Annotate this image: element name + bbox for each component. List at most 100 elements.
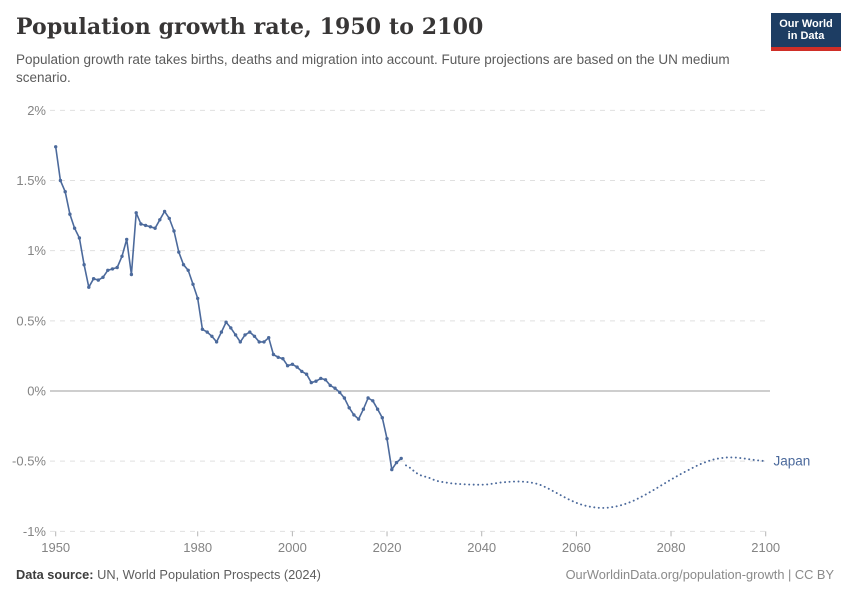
data-point-marker xyxy=(125,237,129,242)
data-point-marker xyxy=(333,386,337,390)
data-point-marker xyxy=(233,333,238,337)
data-point-marker xyxy=(77,236,82,240)
x-axis-tick-label: 1950 xyxy=(41,540,70,555)
data-point-marker xyxy=(366,396,370,400)
y-axis-tick-label: 1.5% xyxy=(16,173,46,188)
data-point-marker xyxy=(167,216,171,221)
chart-subtitle: Population growth rate takes births, dea… xyxy=(16,52,730,85)
data-point-marker xyxy=(96,278,101,282)
data-point-marker xyxy=(191,282,195,286)
y-axis-tick-label: 2% xyxy=(27,103,46,118)
data-point-marker xyxy=(210,334,214,338)
data-point-marker xyxy=(110,267,115,271)
y-axis-tick-label: -0.5% xyxy=(12,454,46,469)
data-point-marker xyxy=(394,460,399,465)
data-point-marker xyxy=(399,456,403,461)
line-chart-plot: 2% 1.5% 1% 0.5% 0% -0.5% -1% 1950 1980 2000 2020 20… xyxy=(0,95,850,560)
data-point-marker xyxy=(115,265,119,270)
x-axis-tick-label: 1980 xyxy=(183,540,212,555)
data-point-marker xyxy=(323,378,328,382)
data-point-marker xyxy=(352,413,356,417)
data-point-marker xyxy=(248,330,252,334)
data-point-marker xyxy=(129,272,134,277)
data-point-marker xyxy=(134,211,138,215)
data-point-marker xyxy=(371,399,375,403)
owid-logo-line2: in Data xyxy=(787,30,825,42)
data-point-marker xyxy=(58,178,63,183)
data-point-marker xyxy=(54,145,58,149)
data-point-marker xyxy=(87,285,91,289)
x-axis-tick-label: 2000 xyxy=(278,540,307,555)
chart-svg: 2% 1.5% 1% 0.5% 0% -0.5% -1%1950 1980 2000 2020 20… xyxy=(12,103,811,555)
y-axis-tick-label: 1% xyxy=(27,243,46,258)
data-point-marker xyxy=(309,380,313,385)
page-title: Population growth rate, 1950 to 2100 xyxy=(16,14,484,40)
data-point-marker xyxy=(338,390,342,395)
data-point-marker xyxy=(91,277,96,281)
data-source-label: Data source: xyxy=(16,567,94,582)
data-point-marker xyxy=(347,406,351,410)
projection-line xyxy=(405,456,767,509)
y-axis-tick-label: 0.5% xyxy=(16,313,46,328)
data-point-marker xyxy=(356,417,361,421)
data-point-marker xyxy=(319,376,323,381)
data-point-marker xyxy=(68,212,72,216)
data-point-marker xyxy=(139,222,143,226)
y-axis-tick-label: 0% xyxy=(27,384,46,399)
data-point-marker xyxy=(229,326,233,330)
data-point-marker xyxy=(120,254,124,258)
owid-logo-line1: Our World xyxy=(779,17,833,30)
x-axis-tick-label: 2100 xyxy=(751,540,780,555)
data-point-marker xyxy=(328,383,332,388)
data-point-marker xyxy=(276,355,280,359)
data-point-marker xyxy=(158,218,162,222)
data-point-marker xyxy=(281,357,285,361)
data-point-marker xyxy=(82,263,86,267)
data-source-text: UN, World Population Prospects (2024) xyxy=(93,567,321,582)
data-point-marker xyxy=(390,467,394,472)
data-point-marker xyxy=(181,263,186,267)
data-point-marker xyxy=(361,407,366,411)
data-point-marker xyxy=(252,334,257,338)
data-point-marker xyxy=(243,333,247,337)
data-point-marker xyxy=(314,379,318,383)
data-point-marker xyxy=(375,407,380,411)
data-point-marker xyxy=(148,225,153,229)
data-source: Data source: UN, World Population Prospe… xyxy=(16,567,321,582)
data-point-marker xyxy=(285,364,290,368)
data-point-marker xyxy=(101,275,105,279)
data-point-marker xyxy=(72,226,77,230)
data-point-marker xyxy=(271,352,276,357)
data-point-marker xyxy=(143,223,148,228)
data-point-marker xyxy=(342,396,347,400)
data-point-marker xyxy=(186,268,190,272)
data-point-marker xyxy=(162,209,167,214)
data-point-marker xyxy=(153,226,157,230)
data-point-marker xyxy=(304,372,309,376)
data-point-marker xyxy=(200,327,205,331)
data-point-marker xyxy=(214,340,219,344)
x-axis-tick-label: 2040 xyxy=(467,540,496,555)
x-axis-tick-label: 2020 xyxy=(373,540,402,555)
x-axis-tick-label: 2080 xyxy=(657,540,686,555)
data-point-marker xyxy=(219,330,224,334)
data-point-marker xyxy=(300,369,304,374)
x-axis-tick-label: 2060 xyxy=(562,540,591,555)
data-point-marker xyxy=(238,340,242,344)
data-point-marker xyxy=(295,365,299,369)
historical-line xyxy=(54,146,402,471)
data-point-marker xyxy=(380,416,384,420)
credit-link[interactable]: OurWorldinData.org/population-growth | C… xyxy=(565,567,834,582)
data-point-marker xyxy=(257,340,261,344)
data-point-marker xyxy=(262,340,266,344)
data-point-marker xyxy=(290,362,295,366)
chart-footer: Data source: UN, World Population Prospe… xyxy=(16,567,834,582)
data-point-marker xyxy=(177,250,181,254)
data-point-marker xyxy=(385,437,389,441)
data-point-marker xyxy=(63,190,67,194)
data-point-marker xyxy=(106,268,110,272)
entity-label-japan: Japan xyxy=(774,454,811,469)
data-point-marker xyxy=(196,296,200,301)
data-point-marker xyxy=(205,330,209,334)
owid-logo[interactable]: Our World in Data xyxy=(771,13,841,51)
